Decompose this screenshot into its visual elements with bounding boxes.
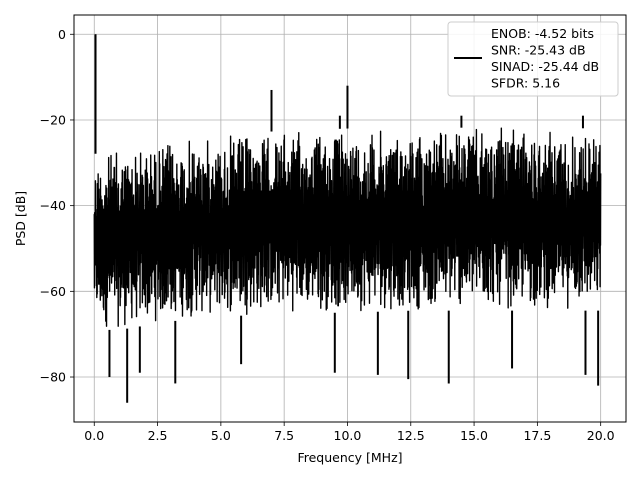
- y-tick-label: 0: [58, 27, 66, 42]
- x-tick-label: 7.5: [274, 428, 294, 443]
- y-tick-label: −80: [40, 370, 66, 385]
- x-ticks: 0.0 2.5 5.0 7.5 10.0 12.5 15.0 17.5 20.0: [84, 422, 615, 443]
- legend-sinad: SINAD: -25.44 dB: [491, 59, 599, 74]
- x-tick-label: 12.5: [397, 428, 425, 443]
- y-tick-label: −60: [40, 284, 66, 299]
- x-tick-label: 5.0: [211, 428, 231, 443]
- legend-snr: SNR: -25.43 dB: [491, 43, 586, 58]
- legend-sfdr: SFDR: 5.16: [491, 76, 560, 91]
- x-tick-label: 0.0: [84, 428, 104, 443]
- x-tick-label: 2.5: [148, 428, 168, 443]
- y-axis-label: PSD [dB]: [13, 191, 28, 246]
- plot-area: [93, 127, 602, 327]
- x-tick-label: 15.0: [460, 428, 488, 443]
- axes-frame: [73, 14, 627, 423]
- x-tick-label: 10.0: [334, 428, 362, 443]
- y-tick-label: −40: [40, 198, 66, 213]
- y-ticks: 0 −20 −40 −60 −80: [40, 27, 74, 385]
- y-tick-label: −20: [40, 112, 66, 127]
- x-tick-label: 20.0: [587, 428, 615, 443]
- legend-enob: ENOB: -4.52 bits: [491, 26, 594, 41]
- axes: [73, 14, 627, 423]
- x-axis-label: Frequency [MHz]: [297, 450, 402, 465]
- psd-series-line: [93, 127, 602, 327]
- x-tick-label: 17.5: [523, 428, 551, 443]
- legend: ENOB: -4.52 bits SNR: -25.43 dB SINAD: -…: [447, 21, 619, 97]
- legend-box: [447, 21, 619, 97]
- spur-peaks: [94, 34, 600, 403]
